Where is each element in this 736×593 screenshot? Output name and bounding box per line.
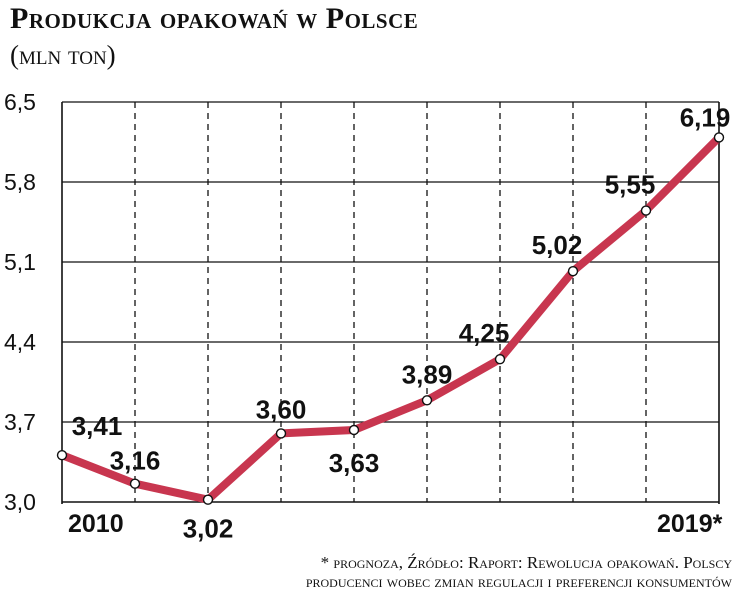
data-point: [56, 449, 68, 461]
series-line: [58, 133, 723, 504]
grid: [62, 101, 719, 502]
data-label: 4,25: [459, 318, 510, 348]
data-label: 5,02: [532, 230, 583, 260]
y-tick-label: 5,1: [4, 249, 36, 275]
axes: [61, 102, 720, 504]
point-markers: [56, 132, 725, 505]
data-point: [129, 478, 141, 489]
x-tick-label: 2019*: [657, 510, 723, 538]
footnote-line-2: producenci wobec zmian regulacji i prefe…: [305, 572, 732, 591]
x-tick-labels: 2010 2019*: [68, 510, 723, 538]
data-point: [275, 428, 287, 439]
x-tick-label: 2010: [68, 510, 124, 538]
data-labels: 3,41 3,16 3,02 3,60 3,63 3,894,25 5,02 5,55 6,19: [72, 102, 731, 543]
data-label: 3,41: [72, 411, 123, 441]
data-point: [421, 395, 433, 406]
data-label: 3,02: [183, 514, 234, 544]
data-point: [348, 424, 360, 436]
y-tick-label: 4,4: [4, 329, 36, 355]
data-label: 3,63: [329, 448, 380, 478]
data-label: 3,89: [402, 359, 453, 389]
y-tick-label: 5,8: [4, 169, 36, 195]
y-tick-labels: 3,0 3,7 4,4 5,1 5,8 6,5: [4, 89, 36, 515]
y-tick-label: 3,7: [4, 409, 36, 435]
data-label: 5,55: [605, 170, 656, 200]
data-point: [713, 132, 725, 143]
source-footnote: * prognoza, Źródło: Raport: Rewolucja op…: [8, 553, 732, 591]
footnote-line-1: * prognoza, Źródło: Raport: Rewolucja op…: [320, 553, 732, 572]
data-label: 6,19: [680, 102, 731, 132]
chart-unit: (mln ton): [10, 40, 116, 70]
data-label: 3,16: [110, 446, 161, 476]
series-layer: [58, 133, 723, 504]
data-point: [640, 205, 652, 216]
y-tick-label: 3,0: [4, 489, 36, 515]
data-label: 3,60: [256, 394, 307, 424]
data-point: [494, 353, 506, 365]
y-tick-label: 6,5: [4, 89, 36, 115]
data-point: [567, 265, 579, 277]
data-point: [202, 494, 214, 505]
chart-title: Produkcja opakowań w Polsce: [10, 2, 419, 35]
